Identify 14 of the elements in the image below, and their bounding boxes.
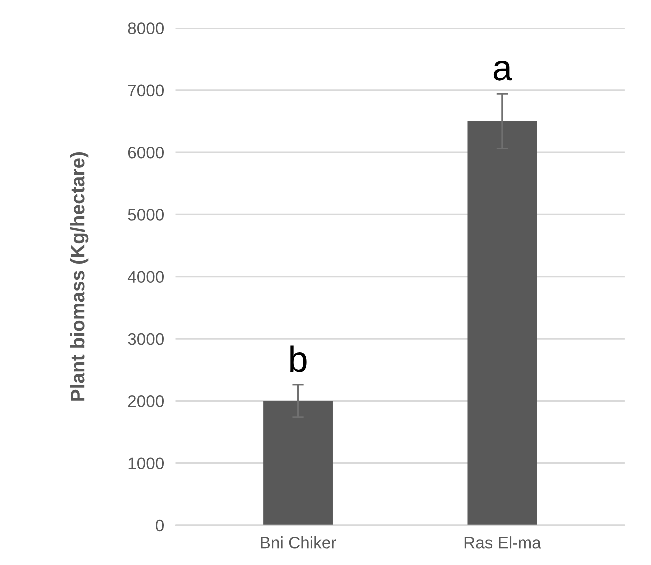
y-tick-label: 2000 xyxy=(128,396,164,408)
y-tick-label: 1000 xyxy=(128,458,164,470)
y-tick-label: 8000 xyxy=(128,22,164,34)
y-tick-label: 6000 xyxy=(128,146,164,159)
y-tick-label: 5000 xyxy=(128,209,164,221)
y-tick-label: 3000 xyxy=(128,333,164,346)
y-tick-label: 4000 xyxy=(128,271,164,284)
x-tick-label: Bni Chiker xyxy=(261,536,336,549)
y-tick-label: 0 xyxy=(156,520,164,532)
x-tick-label: Ras El-ma xyxy=(464,536,542,549)
y-axis-title: Plant biomass (Kg/hectare) xyxy=(70,152,89,401)
y-tick-label: 7000 xyxy=(128,84,164,97)
annotation: b xyxy=(290,346,307,372)
annotation: a xyxy=(494,61,512,81)
